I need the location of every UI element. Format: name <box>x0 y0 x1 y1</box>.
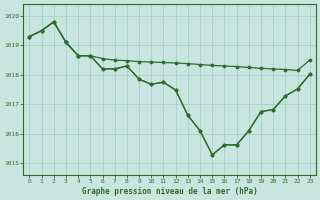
X-axis label: Graphe pression niveau de la mer (hPa): Graphe pression niveau de la mer (hPa) <box>82 187 258 196</box>
